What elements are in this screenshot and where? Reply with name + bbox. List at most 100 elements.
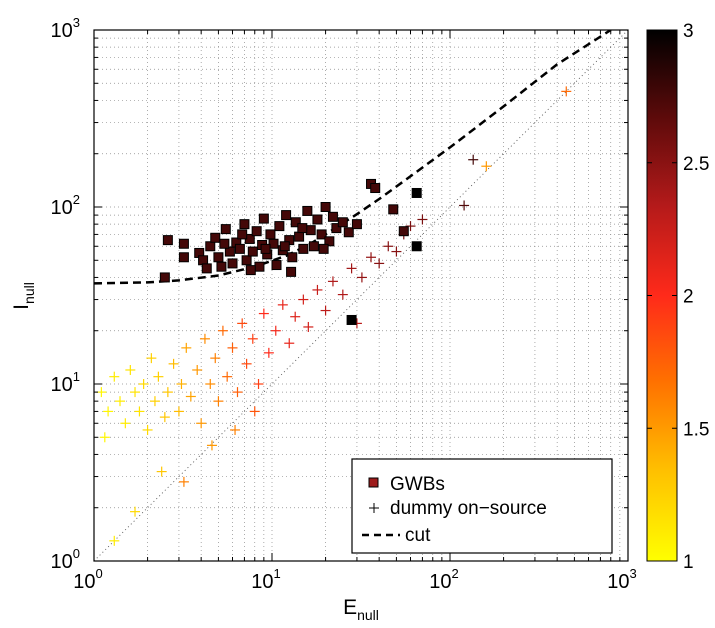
dummy-point xyxy=(232,387,243,398)
dummy-point xyxy=(96,387,107,398)
dummy-point xyxy=(561,86,572,97)
dummy-point xyxy=(149,396,160,407)
dummy-point xyxy=(206,440,217,451)
dummy-point xyxy=(125,364,136,375)
dummy-point xyxy=(468,154,479,165)
plot-frame xyxy=(93,29,629,562)
gwb-point xyxy=(219,238,230,249)
dummy-point xyxy=(230,424,241,435)
gwb-point xyxy=(265,229,276,240)
dummy-point xyxy=(103,406,114,417)
gwb-point xyxy=(254,261,265,272)
dummy-point xyxy=(417,214,428,225)
gwb-point xyxy=(220,224,231,235)
dummy-point xyxy=(337,289,348,300)
dummy-point xyxy=(109,535,120,546)
dummy-point xyxy=(277,299,288,310)
gwb-point xyxy=(239,219,250,230)
dummy-point xyxy=(298,294,309,305)
gwb-point xyxy=(337,217,348,228)
gwb-point xyxy=(316,229,327,240)
gwb-point xyxy=(274,221,285,232)
dummy-point xyxy=(327,276,338,287)
y-tick-label: 102 xyxy=(51,192,80,219)
dummy-point xyxy=(405,221,416,232)
gwb-point xyxy=(351,219,362,230)
identity-line xyxy=(94,30,628,561)
dummy-point xyxy=(196,418,207,429)
gwb-point xyxy=(324,236,335,247)
dummy-point xyxy=(181,342,192,353)
y-tick-label: 100 xyxy=(51,546,80,573)
dummy-point xyxy=(130,387,141,398)
y-tick-label: 101 xyxy=(51,369,80,396)
legend: GWBs dummy on−source cut xyxy=(351,458,613,554)
gwb-point xyxy=(213,252,224,263)
gwb-point xyxy=(201,263,212,274)
legend-dummy-marker xyxy=(369,503,379,513)
dummy-point xyxy=(303,321,314,332)
gwb-point xyxy=(312,214,323,225)
gwb-point xyxy=(258,213,269,224)
colorbar-tick-label: 1.5 xyxy=(683,419,709,440)
dummy-point xyxy=(199,333,210,344)
gwb-point xyxy=(294,231,305,242)
dummy-point xyxy=(173,406,184,417)
gwb-point xyxy=(411,187,422,198)
dummy-point xyxy=(138,379,149,389)
gwb-point xyxy=(260,243,271,254)
colorbar-tick-label: 2 xyxy=(683,287,694,308)
dummy-point xyxy=(346,263,357,274)
identity-line-path xyxy=(94,30,628,561)
dummy-point xyxy=(134,406,145,417)
dummy-point xyxy=(217,325,228,336)
dummy-point xyxy=(391,246,402,257)
gwb-point xyxy=(245,265,256,276)
tick-labels: 100 101 102 103 100 101 102 103 xyxy=(51,15,637,593)
dummy-point xyxy=(320,305,331,316)
colorbar-tick-label: 2.5 xyxy=(683,154,709,175)
colorbar-ticks: 1 1.5 2 2.5 3 xyxy=(647,21,709,573)
dummy-point xyxy=(481,161,492,172)
gwb-point xyxy=(227,258,238,269)
dummy-point xyxy=(366,252,377,263)
gwb-point xyxy=(241,255,252,266)
gwb-point xyxy=(251,226,262,237)
dummy-point xyxy=(120,418,131,429)
gwb-point xyxy=(290,217,301,228)
dummy-point xyxy=(142,424,153,435)
dummy-point xyxy=(237,318,248,329)
gwb-point xyxy=(398,226,409,237)
dummy-series xyxy=(96,86,572,546)
x-tick-label: 103 xyxy=(607,566,636,593)
x-tick-label: 101 xyxy=(251,566,280,593)
gwb-point xyxy=(287,252,298,263)
dummy-point xyxy=(227,342,238,353)
dummy-point xyxy=(312,284,323,295)
dummy-point xyxy=(241,358,252,369)
gwb-point xyxy=(159,272,170,283)
dummy-point xyxy=(178,476,189,487)
gwb-point xyxy=(205,241,216,252)
gwb-point xyxy=(271,260,282,271)
dummy-point xyxy=(109,371,120,382)
dummy-point xyxy=(159,412,170,423)
dummy-point xyxy=(247,333,258,344)
gwb-point xyxy=(318,243,329,254)
x-axis-label: Enull xyxy=(343,596,379,623)
dummy-point xyxy=(130,506,141,517)
dummy-point xyxy=(99,432,110,443)
y-axis-label: Inull xyxy=(10,282,37,310)
dummy-point xyxy=(115,396,126,407)
colorbar-tick-label: 1 xyxy=(683,552,694,573)
dummy-point xyxy=(383,241,394,252)
gwb-point xyxy=(281,210,292,221)
legend-dummy-label: dummy on−source xyxy=(390,498,547,519)
cut-curve xyxy=(94,30,612,285)
cut-curve-path xyxy=(94,30,612,285)
dummy-point xyxy=(284,338,295,349)
gwb-point xyxy=(268,238,279,249)
legend-gwb-label: GWBs xyxy=(390,474,445,495)
dummy-point xyxy=(153,371,164,382)
